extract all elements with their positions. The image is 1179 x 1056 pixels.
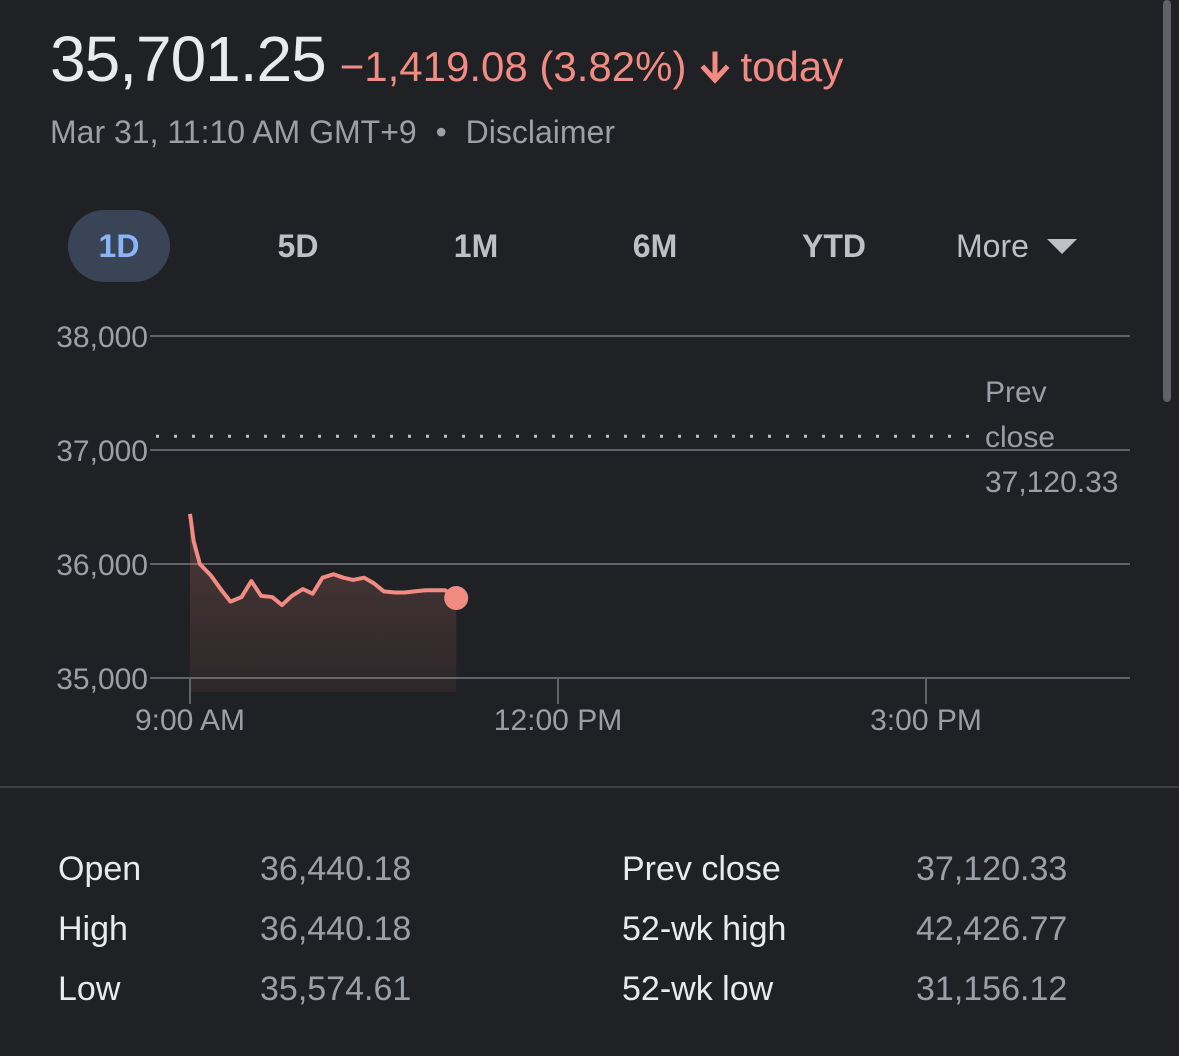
- tab-1d[interactable]: 1D: [68, 210, 170, 282]
- stat-low-label: Low: [58, 970, 121, 1008]
- divider: [0, 786, 1179, 788]
- x-tick-label: 9:00 AM: [135, 704, 245, 737]
- price-row: 35,701.25 −1,419.08 (3.82%) today: [50, 22, 843, 96]
- tab-1m[interactable]: 1M: [453, 228, 499, 264]
- stat-52wk-low-label: 52-wk low: [622, 970, 774, 1008]
- y-tick-label: 38,000: [56, 321, 148, 354]
- stat-high-label: High: [58, 910, 128, 948]
- stat-52wk-high-label: 52-wk high: [622, 910, 787, 948]
- stat-open-label: Open: [58, 850, 142, 888]
- y-tick-label: 37,000: [56, 435, 148, 468]
- range-tabs: 1D 5D 1M 6M YTD More: [68, 210, 1108, 282]
- series-area: [190, 513, 457, 692]
- price-chart: 38,000 37,000 36,000 35,000 9:00 AM 12:00 PM 3…: [0, 300, 1179, 760]
- change-period: today: [740, 43, 844, 90]
- prev-close-label: 37,120.33: [985, 466, 1118, 499]
- quote-timestamp: Mar 31, 11:10 AM GMT+9: [50, 114, 417, 150]
- stat-52wk-high-value: 42,426.77: [916, 910, 1068, 948]
- price-change: −1,419.08 (3.82%) today: [340, 43, 844, 91]
- current-point: [444, 586, 469, 611]
- y-tick-label: 36,000: [56, 549, 148, 582]
- prev-close-label: close: [985, 421, 1055, 454]
- x-tick-label: 12:00 PM: [494, 704, 622, 737]
- current-price: 35,701.25: [50, 23, 327, 95]
- tab-6m[interactable]: 6M: [632, 228, 678, 264]
- x-tick-label: 3:00 PM: [870, 704, 982, 737]
- tab-ytd[interactable]: YTD: [802, 228, 866, 264]
- stat-open-value: 36,440.18: [260, 850, 412, 888]
- scrollbar[interactable]: [1163, 0, 1171, 402]
- stat-prev-close-label: Prev close: [622, 850, 781, 888]
- caret-down-icon: [1046, 238, 1077, 254]
- tab-more[interactable]: More: [956, 210, 1116, 282]
- stat-low-value: 35,574.61: [260, 970, 412, 1008]
- y-tick-label: 35,000: [56, 663, 148, 696]
- disclaimer-link[interactable]: Disclaimer: [465, 114, 615, 150]
- price-chart-svg: 38,000 37,000 36,000 35,000 9:00 AM 12:00 PM 3…: [56, 321, 1130, 737]
- separator-dot: •: [435, 114, 447, 150]
- quote-subline: Mar 31, 11:10 AM GMT+9 • Disclaimer: [50, 114, 615, 151]
- series-line: [188, 513, 458, 608]
- stat-52wk-low-value: 31,156.12: [916, 970, 1068, 1008]
- stat-prev-close-value: 37,120.33: [916, 850, 1068, 888]
- arrow-down-icon: [698, 47, 732, 84]
- tab-more-label: More: [956, 228, 1029, 264]
- stat-high-value: 36,440.18: [260, 910, 412, 948]
- change-amount: −1,419.08 (3.82%): [339, 43, 687, 90]
- tab-5d[interactable]: 5D: [277, 228, 319, 264]
- prev-close-label: Prev: [985, 376, 1047, 409]
